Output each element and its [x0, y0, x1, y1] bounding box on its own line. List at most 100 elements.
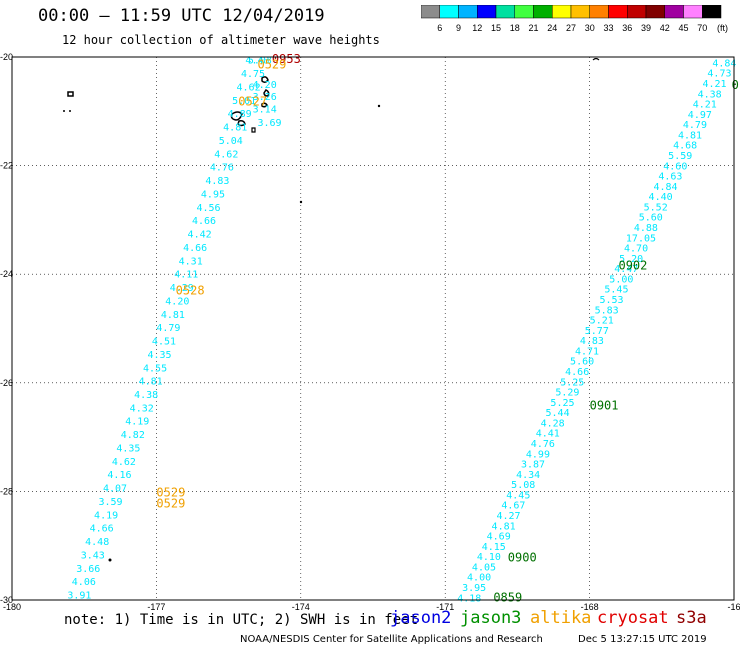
wave-height-value: 3.91 — [67, 591, 91, 602]
chart-title: 00:00 – 11:59 UTC 12/04/2019 — [38, 6, 325, 26]
x-tick-label: -180 — [3, 602, 21, 610]
y-tick-label: -26 — [0, 378, 13, 388]
wave-height-value: 4.81 — [161, 310, 185, 321]
wave-height-value: 4.79 — [683, 120, 707, 131]
x-tick-label: -177 — [147, 602, 165, 610]
color-scale-label: 18 — [510, 23, 520, 33]
color-scale-label: 70 — [697, 23, 707, 33]
wave-height-value: 4.76 — [531, 439, 555, 450]
wave-height-value: 4.19 — [125, 417, 149, 428]
wave-height-value: 4.62 — [112, 457, 136, 468]
wave-height-value: 3.69 — [257, 118, 281, 129]
wave-height-value: 5.21 — [590, 316, 614, 327]
footnote: note: 1) Time is in UTC; 2) SWH is in fe… — [64, 612, 419, 628]
island-shape — [261, 102, 268, 108]
wave-height-value: 4.97 — [688, 110, 712, 121]
satellite-jason2: jason2 — [390, 608, 452, 628]
wave-height-value: 4.16 — [107, 470, 131, 481]
wave-height-value: 4.07 — [103, 484, 127, 495]
color-scale-label: 12 — [472, 23, 482, 33]
wave-height-value: 4.19 — [94, 510, 118, 521]
pass-time-label: 0901 — [590, 399, 619, 413]
wave-height-value: 5.25 — [560, 377, 584, 388]
wave-height-map: -180 -177 -174 -171 -168 -16 -20 -22 -24 -26 -28 -3… — [0, 52, 740, 610]
color-scale-label: 36 — [622, 23, 632, 33]
wave-height-value: 5.04 — [219, 136, 243, 147]
wave-height-value: 4.40 — [649, 192, 673, 203]
wave-height-value: 4.48 — [85, 537, 109, 548]
wave-height-value: 5.01 — [232, 96, 256, 107]
wave-height-value: 4.05 — [472, 562, 496, 573]
wave-height-value: 5.53 — [599, 295, 623, 306]
pass-time-label: 0529 — [257, 58, 286, 72]
wave-height-value: 4.99 — [526, 449, 550, 460]
wave-height-value: 4.55 — [143, 363, 167, 374]
wave-height-value: 4.21 — [693, 100, 717, 111]
render-timestamp: Dec 5 13:27:15 UTC 2019 — [578, 634, 707, 645]
color-scale-label: 6 — [437, 23, 442, 33]
island-dot — [108, 558, 112, 562]
wave-height-value: 4.81 — [139, 377, 163, 388]
pass-time-label: 0900 — [508, 551, 537, 565]
wave-height-value: 5.59 — [668, 151, 692, 162]
wave-height-value: 4.32 — [130, 403, 154, 414]
island-outlines — [63, 57, 600, 562]
wave-height-value: 4.81 — [223, 123, 247, 134]
wave-height-value: 4.45 — [506, 490, 530, 501]
color-scale-label: 42 — [660, 23, 670, 33]
wave-height-value: 4.73 — [707, 69, 731, 80]
wave-height-value: 5.52 — [644, 202, 668, 213]
wave-height-value: 4.51 — [152, 337, 176, 348]
wave-height-value: 5.29 — [555, 388, 579, 399]
wave-height-value: 3.14 — [253, 105, 277, 116]
wave-height-value: 4.70 — [624, 244, 648, 255]
island-shape — [592, 57, 600, 61]
wave-height-value: 5.03 — [248, 56, 272, 67]
chart-subtitle: 12 hour collection of altimeter wave hei… — [62, 33, 380, 47]
wave-height-value: 5.25 — [550, 398, 574, 409]
color-swatch — [702, 5, 722, 19]
color-scale-label: 39 — [641, 23, 651, 33]
pass-time-label: 0953 — [272, 52, 301, 66]
wave-height-value: 4.66 — [565, 367, 589, 378]
color-scale-label: 27 — [566, 23, 576, 33]
island-shape — [67, 91, 74, 97]
wave-height-value: 5.77 — [585, 326, 609, 337]
wave-height-value: 4.81 — [678, 130, 702, 141]
wave-height-value: 4.76 — [210, 163, 234, 174]
color-scale-label: 9 — [456, 23, 461, 33]
wave-height-value: 4.31 — [179, 256, 203, 267]
wave-height-value: 5.83 — [595, 305, 619, 316]
wave-height-value: 4.67 — [501, 501, 525, 512]
wave-height-value: 5.60 — [570, 357, 594, 368]
credit-line: NOAA/NESDIS Center for Satellite Applica… — [240, 634, 543, 645]
island-shape — [261, 76, 269, 84]
wave-height-value: 4.10 — [477, 552, 501, 563]
wave-height-value: 3.43 — [81, 550, 105, 561]
wave-height-value: 4.38 — [134, 390, 158, 401]
wave-height-value: 4.21 — [703, 79, 727, 90]
wave-height-value: 4.28 — [541, 418, 565, 429]
wave-height-value: 4.27 — [496, 511, 520, 522]
wave-height-value: 4.62 — [237, 82, 261, 93]
wave-height-value: 4.29 — [170, 283, 194, 294]
satellite-s3a: s3a — [676, 608, 707, 628]
wave-height-value: 3.26 — [253, 92, 277, 103]
wave-height-value: 4.83 — [580, 336, 604, 347]
color-scale-label: 15 — [491, 23, 501, 33]
satellite-jason3: jason3 — [460, 608, 522, 628]
wave-height-value: 4.47 — [614, 264, 638, 275]
x-tick-label: -174 — [292, 602, 310, 610]
wave-height-value: 4.35 — [147, 350, 171, 361]
pass-time-label: 0859 — [493, 591, 522, 605]
wave-height-value: 4.69 — [487, 532, 511, 543]
time-labels: 0953052905270528052905290902090109000859… — [156, 52, 738, 605]
wave-height-value: 4.06 — [72, 577, 96, 588]
wave-height-value: 4.66 — [192, 216, 216, 227]
y-tick-label: -24 — [0, 269, 13, 279]
color-scale-label: 24 — [547, 23, 557, 33]
wave-height-value: 4.11 — [174, 270, 198, 281]
island-shape — [230, 111, 243, 121]
wave-height-value: 4.38 — [698, 89, 722, 100]
wave-height-value: 3.95 — [462, 583, 486, 594]
